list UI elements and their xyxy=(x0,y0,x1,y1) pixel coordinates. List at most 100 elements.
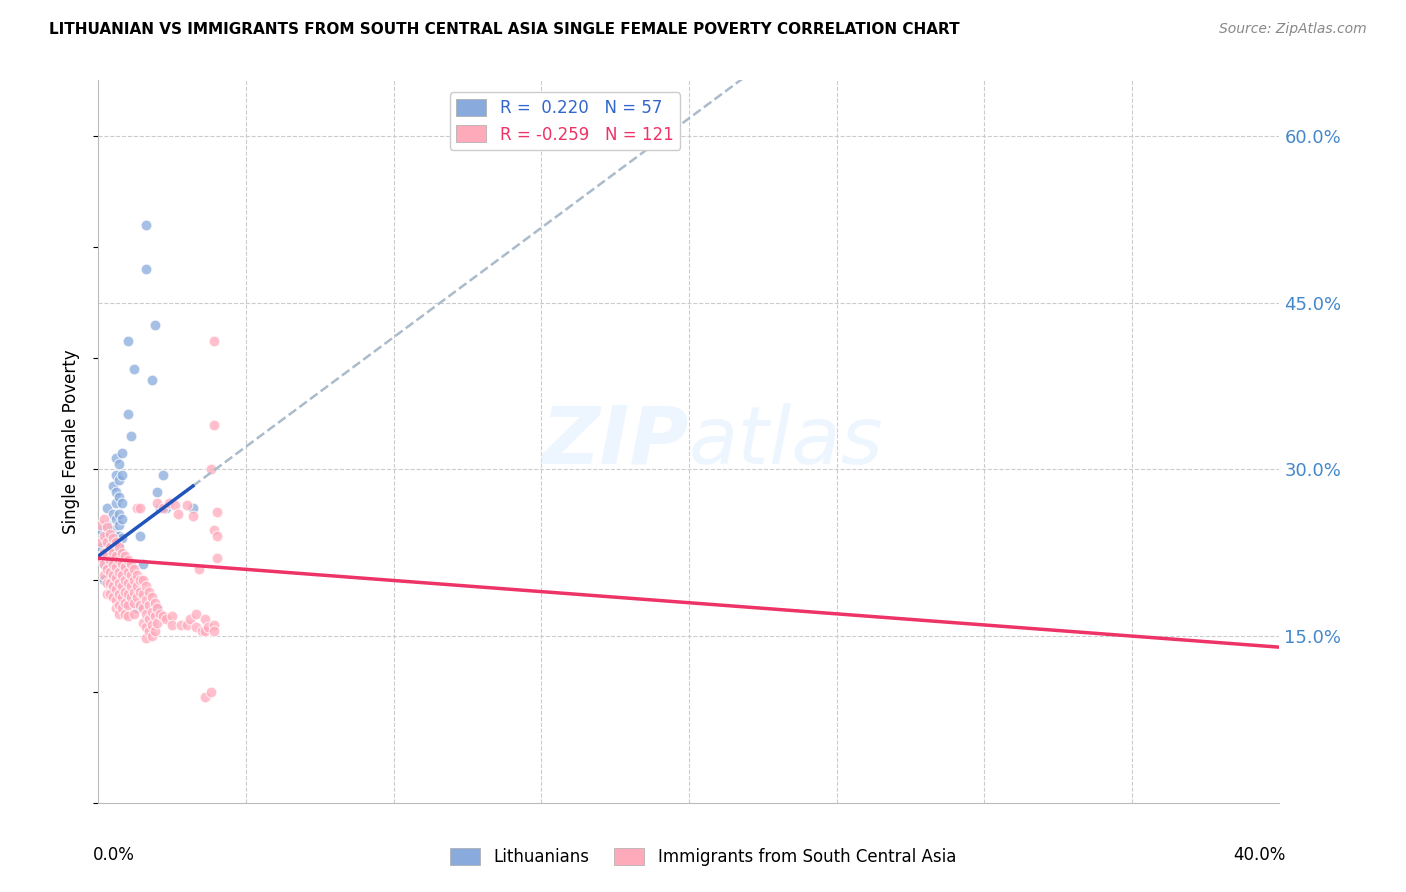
Text: ZIP: ZIP xyxy=(541,402,689,481)
Point xyxy=(125,590,148,604)
Point xyxy=(117,598,139,612)
Point xyxy=(111,601,134,615)
Point xyxy=(114,562,136,576)
Point xyxy=(135,218,157,232)
Point xyxy=(103,557,125,571)
Point xyxy=(98,540,121,554)
Point xyxy=(96,529,118,543)
Point xyxy=(103,590,125,604)
Point xyxy=(202,618,225,632)
Point xyxy=(111,496,134,510)
Point xyxy=(90,551,112,566)
Point xyxy=(90,534,112,549)
Point xyxy=(108,474,131,488)
Point xyxy=(105,546,128,560)
Point xyxy=(90,540,112,554)
Point xyxy=(162,609,183,624)
Point xyxy=(202,334,225,349)
Point xyxy=(120,568,142,582)
Point xyxy=(114,607,136,621)
Legend: Lithuanians, Immigrants from South Central Asia: Lithuanians, Immigrants from South Centr… xyxy=(443,841,963,873)
Text: 0.0%: 0.0% xyxy=(93,847,135,864)
Point xyxy=(138,624,160,638)
Point xyxy=(108,553,131,567)
Legend: R =  0.220   N = 57, R = -0.259   N = 121: R = 0.220 N = 57, R = -0.259 N = 121 xyxy=(450,92,681,150)
Point xyxy=(146,601,169,615)
Point xyxy=(125,501,148,516)
Point xyxy=(125,601,148,615)
Point xyxy=(90,524,112,538)
Point xyxy=(105,549,128,563)
Point xyxy=(146,496,169,510)
Point xyxy=(146,615,169,630)
Point xyxy=(162,618,183,632)
Point xyxy=(114,549,136,563)
Point xyxy=(141,373,163,387)
Point xyxy=(184,620,207,634)
Point xyxy=(103,551,125,566)
Point xyxy=(108,587,131,601)
Point xyxy=(93,574,115,588)
Point xyxy=(103,531,125,545)
Point xyxy=(146,601,169,615)
Point xyxy=(114,560,136,574)
Point xyxy=(111,467,134,482)
Point xyxy=(96,501,118,516)
Point xyxy=(114,584,136,599)
Point xyxy=(108,607,131,621)
Point xyxy=(146,484,169,499)
Point xyxy=(122,584,145,599)
Point xyxy=(181,501,204,516)
Point xyxy=(98,575,121,590)
Point xyxy=(103,534,125,549)
Point xyxy=(194,612,217,626)
Point xyxy=(98,553,121,567)
Point xyxy=(132,615,155,630)
Point xyxy=(98,529,121,543)
Point xyxy=(96,517,118,532)
Point xyxy=(155,612,177,626)
Text: atlas: atlas xyxy=(689,402,884,481)
Point xyxy=(122,607,145,621)
Point xyxy=(141,618,163,632)
Point xyxy=(135,579,157,593)
Point xyxy=(138,598,160,612)
Point xyxy=(165,498,187,512)
Point xyxy=(103,507,125,521)
Point xyxy=(120,590,142,604)
Point xyxy=(93,529,115,543)
Point xyxy=(105,484,128,499)
Point xyxy=(98,565,121,579)
Point xyxy=(141,590,163,604)
Point xyxy=(132,587,155,601)
Point xyxy=(111,568,134,582)
Text: LITHUANIAN VS IMMIGRANTS FROM SOUTH CENTRAL ASIA SINGLE FEMALE POVERTY CORRELATI: LITHUANIAN VS IMMIGRANTS FROM SOUTH CENT… xyxy=(49,22,960,37)
Point xyxy=(135,620,157,634)
Point xyxy=(135,607,157,621)
Point xyxy=(143,318,166,332)
Point xyxy=(128,529,150,543)
Y-axis label: Single Female Poverty: Single Female Poverty xyxy=(62,350,80,533)
Point xyxy=(108,490,131,504)
Point xyxy=(105,560,128,574)
Point xyxy=(105,451,128,466)
Point xyxy=(98,557,121,571)
Point xyxy=(122,596,145,610)
Point xyxy=(105,496,128,510)
Point xyxy=(125,579,148,593)
Point xyxy=(176,498,198,512)
Point xyxy=(114,596,136,610)
Point xyxy=(96,549,118,563)
Point xyxy=(205,505,228,519)
Point xyxy=(105,582,128,597)
Point xyxy=(98,587,121,601)
Point xyxy=(122,574,145,588)
Point xyxy=(117,334,139,349)
Point xyxy=(143,609,166,624)
Point xyxy=(187,562,209,576)
Point xyxy=(93,557,115,571)
Point xyxy=(155,501,177,516)
Point xyxy=(128,501,150,516)
Point xyxy=(122,562,145,576)
Point xyxy=(184,607,207,621)
